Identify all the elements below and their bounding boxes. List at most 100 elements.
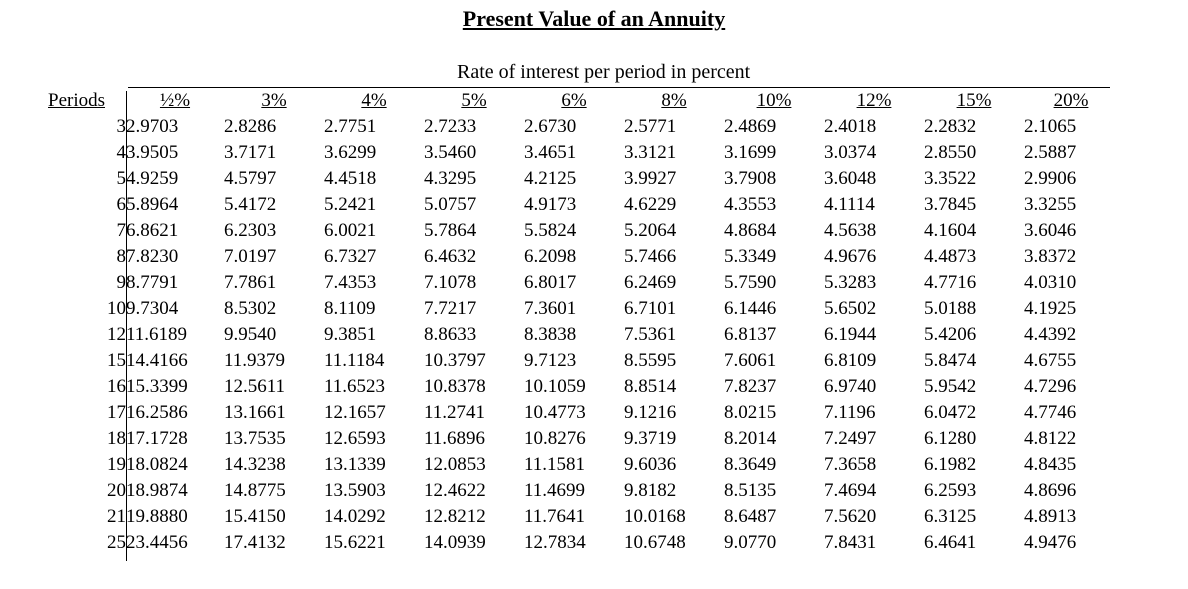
value-cell: 9.6036 [624, 454, 677, 475]
value-cell: 8.5595 [624, 350, 677, 371]
value-cell: 3.9927 [624, 168, 677, 189]
period-cell: 5 [116, 168, 127, 189]
period-cell: 25 [107, 532, 126, 553]
value-cell: 5.4172 [224, 194, 277, 215]
value-cell: 11.6523 [324, 376, 386, 397]
table-row: 9 8.7791 7.7861 7.4353 7.1078 6.8017 6.2469 5.7… [48, 270, 1118, 296]
value-cell: 14.3238 [224, 454, 286, 475]
value-cell: 6.1982 [924, 454, 977, 475]
period-cell: 19 [107, 454, 126, 475]
value-cell: 4.8122 [1024, 428, 1077, 449]
value-cell: 6.0021 [324, 220, 377, 241]
period-cell: 21 [107, 506, 126, 527]
value-cell: 8.1109 [324, 298, 376, 319]
value-cell: 7.0197 [224, 246, 277, 267]
value-cell: 2.4869 [724, 116, 777, 137]
value-cell: 2.1065 [1024, 116, 1077, 137]
table-body: 3 2.9703 2.8286 2.7751 2.7233 2.6730 2.5771 2.4… [48, 114, 1118, 556]
value-cell: 9.8182 [624, 480, 677, 501]
value-cell: 2.7233 [424, 116, 477, 137]
value-cell: 6.7101 [624, 298, 677, 319]
value-cell: 7.3601 [524, 298, 577, 319]
value-cell: 12.7834 [524, 532, 586, 553]
value-cell: 4.6229 [624, 194, 677, 215]
value-cell: 7.1078 [424, 272, 477, 293]
value-cell: 11.4699 [524, 480, 586, 501]
value-cell: 5.0188 [924, 298, 977, 319]
period-cell: 18 [107, 428, 126, 449]
value-cell: 4.4392 [1024, 324, 1077, 345]
value-cell: 2.8550 [924, 142, 977, 163]
table-row: 16 15.3399 12.5611 11.6523 10.8378 10.1059 8.8… [48, 374, 1118, 400]
value-cell: 3.9505 [126, 142, 179, 163]
value-cell: 10.8378 [424, 376, 486, 397]
value-cell: 3.1699 [724, 142, 777, 163]
value-cell: 15.6221 [324, 532, 386, 553]
value-cell: 7.7217 [424, 298, 477, 319]
table-row: 17 16.2586 13.1661 12.1657 11.2741 10.4773 9.1… [48, 400, 1118, 426]
value-cell: 7.5361 [624, 324, 677, 345]
value-cell: 18.0824 [126, 454, 188, 475]
value-cell: 5.0757 [424, 194, 477, 215]
rate-header: 3% [261, 90, 287, 111]
value-cell: 10.4773 [524, 402, 586, 423]
value-cell: 4.4873 [924, 246, 977, 267]
value-cell: 4.6755 [1024, 350, 1077, 371]
value-cell: 10.8276 [524, 428, 586, 449]
value-cell: 6.0472 [924, 402, 977, 423]
value-cell: 15.3399 [126, 376, 188, 397]
value-cell: 14.0292 [324, 506, 386, 527]
rate-header: 12% [856, 90, 892, 111]
value-cell: 3.3255 [1024, 194, 1077, 215]
value-cell: 13.5903 [324, 480, 386, 501]
value-cell: 12.6593 [324, 428, 386, 449]
period-cell: 8 [116, 246, 127, 267]
rate-header: 6% [561, 90, 587, 111]
value-cell: 5.7466 [624, 246, 677, 267]
rate-header: 10% [756, 90, 792, 111]
value-cell: 9.3851 [324, 324, 377, 345]
value-cell: 7.8237 [724, 376, 777, 397]
value-cell: 3.7908 [724, 168, 777, 189]
table-row: 7 6.8621 6.2303 6.0021 5.7864 5.5824 5.2064 4.8… [48, 218, 1118, 244]
value-cell: 23.4456 [126, 532, 188, 553]
value-cell: 7.8431 [824, 532, 877, 553]
value-cell: 11.1581 [524, 454, 586, 475]
value-cell: 2.8286 [224, 116, 277, 137]
period-cell: 6 [116, 194, 127, 215]
value-cell: 6.2469 [624, 272, 677, 293]
value-cell: 6.8017 [524, 272, 577, 293]
value-cell: 2.5887 [1024, 142, 1077, 163]
value-cell: 13.1661 [224, 402, 286, 423]
value-cell: 11.6189 [126, 324, 188, 345]
value-cell: 12.5611 [224, 376, 286, 397]
value-cell: 7.6061 [724, 350, 777, 371]
rate-header: 5% [461, 90, 487, 111]
value-cell: 6.1280 [924, 428, 977, 449]
period-cell: 16 [107, 376, 126, 397]
value-cell: 5.7590 [724, 272, 777, 293]
value-cell: 4.9259 [126, 168, 179, 189]
value-cell: 3.3522 [924, 168, 977, 189]
value-cell: 18.9874 [126, 480, 188, 501]
value-cell: 13.1339 [324, 454, 386, 475]
value-cell: 11.6896 [424, 428, 486, 449]
period-cell: 7 [116, 220, 127, 241]
value-cell: 12.8212 [424, 506, 486, 527]
value-cell: 6.1446 [724, 298, 777, 319]
value-cell: 7.3658 [824, 454, 877, 475]
value-cell: 12.0853 [424, 454, 486, 475]
value-cell: 4.4518 [324, 168, 377, 189]
value-cell: 5.4206 [924, 324, 977, 345]
table-row: 5 4.9259 4.5797 4.4518 4.3295 4.2125 3.9927 3.7… [48, 166, 1118, 192]
value-cell: 8.3649 [724, 454, 777, 475]
table-row: 12 11.6189 9.9540 9.3851 8.8633 8.3838 7.5361 6… [48, 322, 1118, 348]
value-cell: 4.9173 [524, 194, 577, 215]
value-cell: 9.7123 [524, 350, 577, 371]
value-cell: 9.0770 [724, 532, 777, 553]
value-cell: 15.4150 [224, 506, 286, 527]
value-cell: 3.6046 [1024, 220, 1077, 241]
value-cell: 2.5771 [624, 116, 677, 137]
value-cell: 16.2586 [126, 402, 188, 423]
value-cell: 5.7864 [424, 220, 477, 241]
